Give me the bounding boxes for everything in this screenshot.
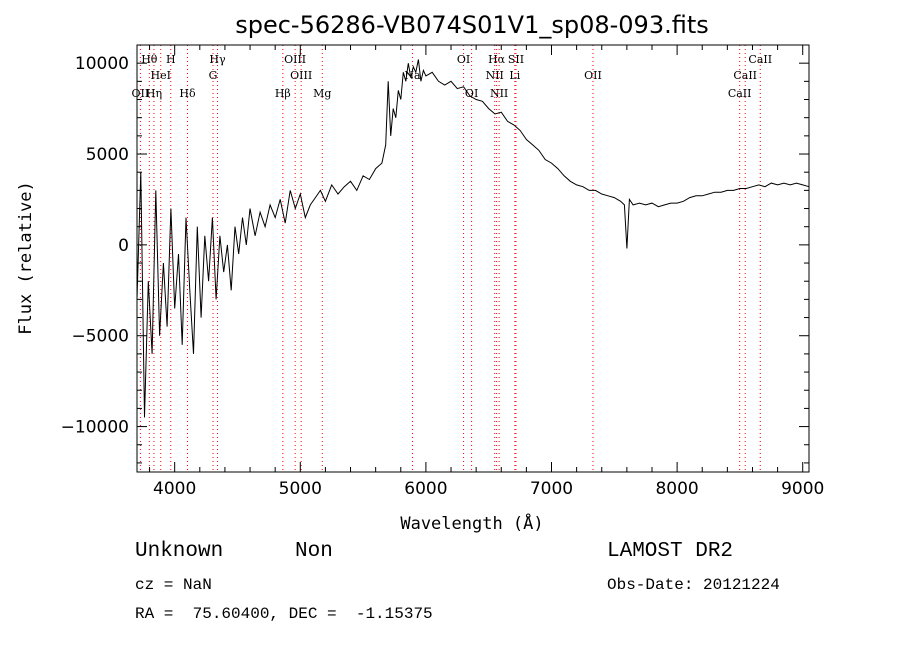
spectral-line-label: OII [132, 87, 150, 100]
spectral-line-label: OII [584, 69, 602, 82]
coordinates: RA = 75.60400, DEC = -1.15375 [135, 605, 433, 623]
y-tick-label: 0 [118, 236, 129, 256]
spectral-line-label: OIII [284, 53, 306, 66]
spectral-line-label: H [166, 53, 176, 66]
x-axis-label: Wavelength (Å) [400, 512, 543, 534]
x-tick-label: 6000 [404, 479, 447, 499]
x-axis: 4000 5000 6000 7000 8000 9000 [149, 45, 824, 499]
y-axis: −10000 −5000 0 5000 10000 [61, 44, 809, 464]
y-tick-label: −10000 [61, 418, 129, 438]
spectral-line-label: Hβ [275, 87, 291, 100]
chart-title: spec-56286-VB074S01V1_sp08-093.fits [235, 11, 709, 39]
spectral-line-label: G [209, 69, 218, 82]
plot-area-frame [136, 44, 810, 473]
spectral-line-label: Hα [488, 53, 506, 66]
spectral-line-label: Mg [313, 87, 331, 100]
spectral-line-label: CaII [733, 69, 757, 82]
spectral-line-label: HeI [151, 69, 171, 82]
spectral-line-label: Hθ [141, 53, 158, 66]
spectral-line-label: Na [404, 69, 421, 82]
spectral-line-label: NII [486, 69, 504, 82]
y-axis-label: Flux (relative) [16, 181, 36, 335]
spectrum-line [136, 59, 810, 418]
y-tick-label: 5000 [86, 145, 129, 165]
spectral-line-label: CaII [728, 87, 752, 100]
y-tick-label: −5000 [71, 327, 129, 347]
spectral-line-label: Li [509, 69, 520, 82]
spectral-line-label: CaII [748, 53, 772, 66]
obs-date: Obs-Date: 20121224 [607, 576, 780, 594]
survey-label: LAMOST DR2 [607, 540, 734, 563]
spectrum-series [136, 59, 810, 418]
cz-value: cz = NaN [135, 576, 212, 594]
spectral-line-label: SII [508, 53, 524, 66]
spectral-line-label: Hγ [209, 53, 226, 66]
x-tick-label: 5000 [279, 479, 322, 499]
x-tick-label: 8000 [655, 479, 698, 499]
spectral-line-label: OIII [290, 69, 312, 82]
x-tick-label: 7000 [530, 479, 573, 499]
spectral-line-label: NII [490, 87, 508, 100]
x-tick-label: 9000 [781, 479, 824, 499]
classification-label: Unknown [135, 540, 224, 563]
spectral-line-label: OI [465, 87, 478, 100]
subclass-label: Non [295, 540, 333, 563]
y-tick-label: 10000 [75, 54, 129, 74]
spectral-line-label: Hη [146, 87, 162, 100]
x-tick-label: 4000 [153, 479, 196, 499]
spectral-line-label: Hδ [179, 87, 196, 100]
spectral-line-label: OI [457, 53, 470, 66]
